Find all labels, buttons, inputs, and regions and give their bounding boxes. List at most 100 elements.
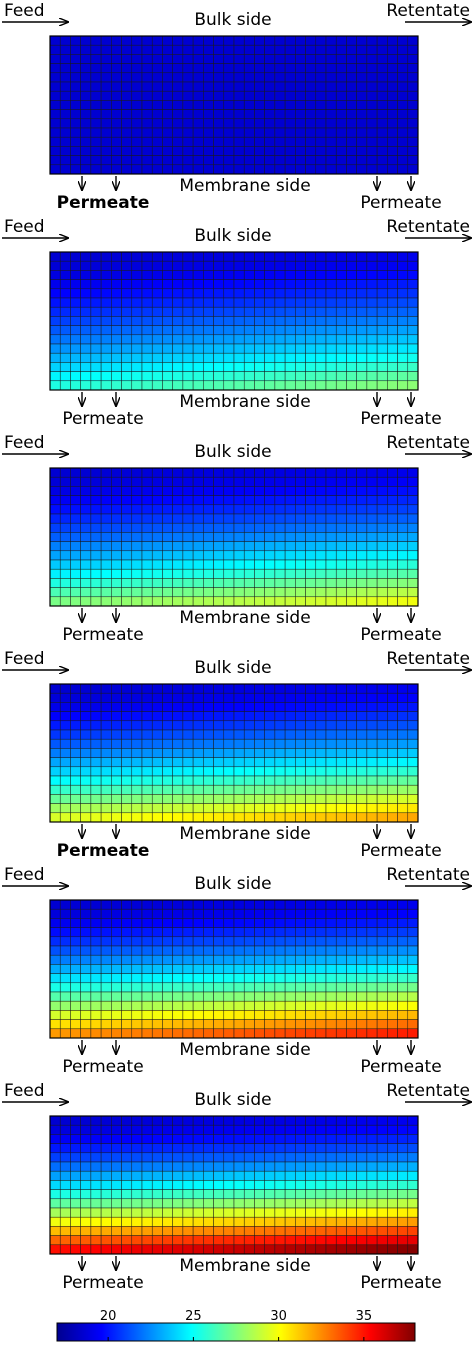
grid-cell <box>151 1152 163 1163</box>
grid-cell <box>254 371 265 382</box>
grid-cell <box>387 1124 398 1135</box>
grid-cell <box>315 1000 327 1011</box>
grid-cell <box>397 683 409 694</box>
grid-cell <box>192 380 204 391</box>
grid-cell <box>131 1134 143 1144</box>
grid-cell <box>49 1161 61 1172</box>
grid-cell <box>397 784 409 795</box>
grid-cell <box>274 476 286 487</box>
grid-cell <box>376 973 388 984</box>
grid-cell <box>284 325 296 336</box>
grid-cell <box>131 316 143 326</box>
grid-cell <box>284 362 296 372</box>
grid-cell <box>141 908 153 919</box>
grid-cell <box>315 260 327 271</box>
grid-cell <box>243 1019 255 1030</box>
grid-cell <box>213 927 225 938</box>
grid-cell <box>407 1000 419 1011</box>
grid-cell <box>387 1207 398 1218</box>
grid-cell <box>151 63 163 74</box>
grid-cell <box>407 927 419 938</box>
grid-cell <box>90 532 102 542</box>
grid-cell <box>49 362 61 372</box>
grid-cell <box>376 380 388 391</box>
permeate-label: Permeate <box>360 1057 441 1077</box>
grid-cell <box>264 964 276 974</box>
grid-cell <box>315 279 327 290</box>
grid-cell <box>182 1170 194 1181</box>
grid-cell <box>387 486 398 496</box>
grid-cell <box>151 109 163 120</box>
grid-cell <box>59 35 71 46</box>
grid-cell <box>254 927 265 938</box>
grid-cell <box>264 899 276 910</box>
grid-cell <box>59 1115 71 1126</box>
grid-cell <box>80 476 92 487</box>
grid-cell <box>131 334 143 345</box>
grid-cell <box>223 136 235 147</box>
grid-cell <box>213 136 225 147</box>
grid-cell <box>80 146 92 156</box>
grid-cell <box>295 1124 306 1135</box>
grid-cell <box>80 550 92 561</box>
grid-cell <box>203 702 214 712</box>
grid-cell <box>376 35 388 46</box>
grid-cell <box>80 1019 92 1030</box>
grid-cell <box>397 766 409 777</box>
grid-cell <box>223 927 235 938</box>
grid-cell <box>243 334 255 345</box>
grid-cell <box>90 380 102 391</box>
grid-cell <box>90 54 102 64</box>
grid-cell <box>315 711 327 722</box>
grid-cell <box>172 1143 184 1154</box>
grid-cell <box>182 766 194 777</box>
grid-cell <box>203 127 214 138</box>
grid-cell <box>335 982 347 993</box>
grid-cell <box>111 316 122 326</box>
grid-cell <box>325 803 337 814</box>
grid-cell <box>274 127 286 138</box>
grid-cell <box>315 164 327 175</box>
grid-cell <box>274 297 286 308</box>
grid-cell <box>325 748 337 758</box>
grid-cell <box>70 541 81 552</box>
grid-cell <box>407 757 419 768</box>
grid-cell <box>49 1189 61 1200</box>
grid-cell <box>203 352 214 363</box>
grid-cell <box>356 362 368 372</box>
grid-cell <box>264 738 276 749</box>
grid-cell <box>305 1235 317 1246</box>
grid-cell <box>346 504 357 515</box>
grid-cell <box>172 702 184 712</box>
grid-cell <box>305 729 317 740</box>
grid-cell <box>376 729 388 740</box>
grid-cell <box>223 1152 235 1163</box>
grid-cell <box>172 72 184 83</box>
grid-cell <box>233 467 245 478</box>
grid-cell <box>407 1216 419 1227</box>
grid-cell <box>254 109 265 120</box>
grid-border <box>49 899 419 1039</box>
grid-cell <box>295 568 306 579</box>
grid-cell <box>203 757 214 768</box>
grid-cell <box>233 1161 245 1172</box>
grid-cell <box>223 1028 235 1039</box>
grid-cell <box>121 729 133 740</box>
grid-cell <box>243 587 255 598</box>
grid-cell <box>305 504 317 515</box>
grid-cell <box>254 288 265 299</box>
grid-cell <box>192 683 204 694</box>
grid-cell <box>295 927 306 938</box>
grid-cell <box>90 1180 102 1190</box>
grid-cell <box>213 973 225 984</box>
grid-cell <box>376 748 388 758</box>
grid-cell <box>131 738 143 749</box>
grid-cell <box>254 766 265 777</box>
grid-cell <box>376 1244 388 1255</box>
grid-cell <box>203 927 214 938</box>
grid-cell <box>90 371 102 382</box>
grid-cell <box>131 54 143 64</box>
grid-cell <box>243 486 255 496</box>
grid-cell <box>192 63 204 74</box>
grid-cell <box>100 908 112 919</box>
